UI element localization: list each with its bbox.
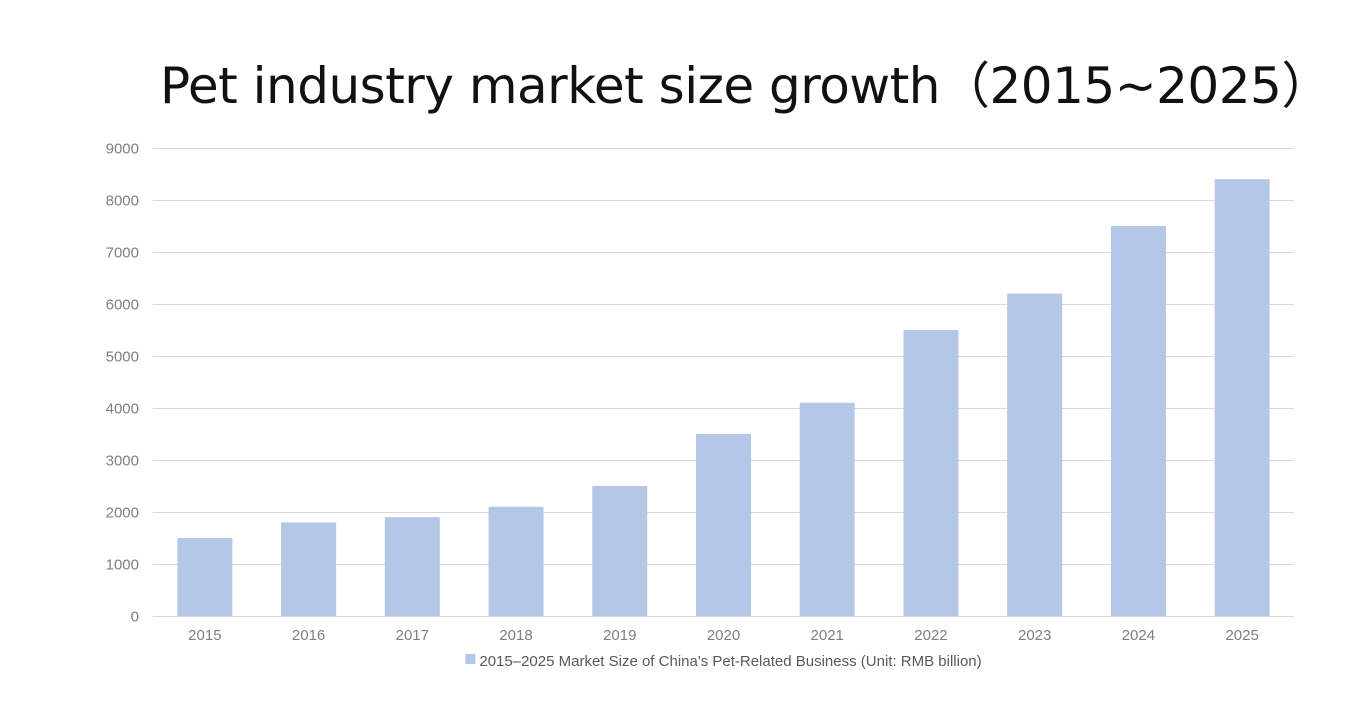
bars bbox=[177, 179, 1270, 616]
y-tick-label: 4000 bbox=[106, 401, 139, 418]
x-axis-ticks: 2015 2016 2017 2018 2019 2020 2021 2022 2023 2024… bbox=[188, 627, 1259, 644]
y-tick-label: 3000 bbox=[106, 453, 139, 470]
x-tick-label: 2017 bbox=[396, 627, 429, 644]
x-tick-label: 2019 bbox=[603, 627, 636, 644]
x-tick-label: 2018 bbox=[499, 627, 532, 644]
y-tick-label: 9000 bbox=[106, 141, 139, 158]
bar-2025 bbox=[1214, 179, 1270, 616]
y-tick-label: 0 bbox=[131, 609, 139, 626]
x-tick-label: 2023 bbox=[1018, 627, 1051, 644]
bar-2018 bbox=[488, 506, 544, 616]
bar-2017 bbox=[384, 517, 440, 616]
y-tick-label: 6000 bbox=[106, 297, 139, 314]
x-tick-label: 2020 bbox=[707, 627, 740, 644]
bar-2024 bbox=[1110, 226, 1166, 616]
bar-2023 bbox=[1007, 293, 1063, 616]
bar-2021 bbox=[799, 402, 855, 616]
x-tick-label: 2024 bbox=[1122, 627, 1155, 644]
y-tick-label: 5000 bbox=[106, 349, 139, 366]
bar-2015 bbox=[177, 538, 233, 616]
bar-2016 bbox=[281, 522, 337, 616]
x-tick-label: 2022 bbox=[914, 627, 947, 644]
y-tick-label: 2000 bbox=[106, 505, 139, 522]
bar-2019 bbox=[592, 486, 648, 616]
y-tick-label: 7000 bbox=[106, 245, 139, 262]
chart-title: Pet industry market size growth（2015~202… bbox=[160, 57, 1331, 115]
x-tick-label: 2025 bbox=[1225, 627, 1258, 644]
legend-label: 2015–2025 Market Size of China's Pet-Rel… bbox=[479, 653, 981, 670]
y-tick-label: 8000 bbox=[106, 193, 139, 210]
legend: 2015–2025 Market Size of China's Pet-Rel… bbox=[465, 653, 982, 670]
y-axis-ticks: 0 1000 2000 3000 4000 5000 6000 7000 8000 9000 bbox=[106, 141, 139, 626]
x-tick-label: 2015 bbox=[188, 627, 221, 644]
x-tick-label: 2016 bbox=[292, 627, 325, 644]
bar-2020 bbox=[696, 434, 751, 616]
y-tick-label: 1000 bbox=[106, 557, 139, 574]
legend-swatch bbox=[465, 654, 476, 664]
x-tick-label: 2021 bbox=[811, 627, 844, 644]
bar-2022 bbox=[903, 330, 959, 616]
